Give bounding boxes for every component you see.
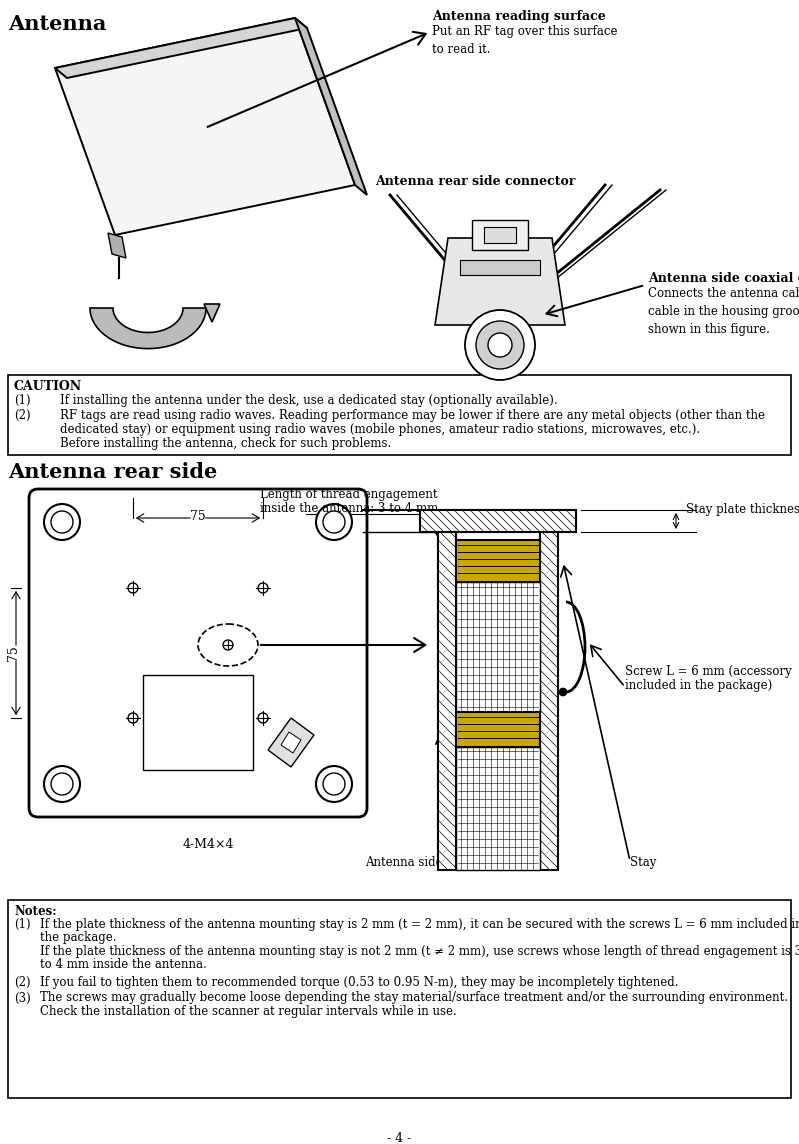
Text: Antenna reading surface: Antenna reading surface (432, 10, 606, 23)
Text: Before installing the antenna, check for such problems.: Before installing the antenna, check for… (60, 437, 392, 450)
FancyBboxPatch shape (29, 488, 367, 817)
Text: included in the package): included in the package) (625, 680, 773, 692)
Circle shape (51, 773, 73, 795)
Text: - 4 -: - 4 - (387, 1133, 411, 1144)
Polygon shape (108, 233, 126, 259)
Circle shape (51, 511, 73, 533)
Text: Length of thread engagement: Length of thread engagement (260, 488, 438, 501)
Polygon shape (55, 18, 355, 235)
Text: If installing the antenna under the desk, use a dedicated stay (optionally avail: If installing the antenna under the desk… (60, 394, 558, 407)
Circle shape (323, 511, 345, 533)
Polygon shape (281, 732, 301, 753)
Text: the package.: the package. (40, 931, 117, 945)
Polygon shape (435, 238, 565, 325)
Circle shape (223, 639, 233, 650)
Circle shape (316, 505, 352, 540)
Circle shape (323, 773, 345, 795)
Circle shape (476, 321, 524, 370)
Text: (3): (3) (14, 992, 30, 1004)
Bar (143, 675, 253, 770)
Text: (1): (1) (14, 394, 30, 407)
Text: Connects the antenna cable. Put the
cable in the housing groove as
shown in this: Connects the antenna cable. Put the cabl… (648, 287, 799, 336)
Bar (456, 582, 540, 712)
Bar (438, 532, 456, 869)
Circle shape (488, 333, 512, 357)
Text: Antenna rear side: Antenna rear side (8, 462, 217, 482)
Circle shape (258, 713, 268, 723)
Polygon shape (204, 304, 220, 321)
Text: If the plate thickness of the antenna mounting stay is not 2 mm (t ≠ 2 mm), use : If the plate thickness of the antenna mo… (40, 945, 799, 958)
Bar (420, 510, 576, 532)
Text: Put an RF tag over this surface
to read it.: Put an RF tag over this surface to read … (432, 25, 618, 56)
Polygon shape (472, 220, 528, 251)
Bar (456, 747, 540, 869)
Circle shape (258, 583, 268, 593)
Text: Screw L = 6 mm (accessory: Screw L = 6 mm (accessory (625, 665, 792, 678)
Circle shape (44, 766, 80, 802)
Bar (8, 900, 791, 1098)
Text: If you fail to tighten them to recommended torque (0.53 to 0.95 N-m), they may b: If you fail to tighten them to recommend… (40, 976, 678, 990)
Text: (2): (2) (14, 976, 30, 990)
Text: (1): (1) (14, 917, 30, 931)
Text: 75: 75 (6, 645, 19, 661)
Text: inside the antenna: 3 to 4 mm: inside the antenna: 3 to 4 mm (260, 502, 438, 515)
Polygon shape (268, 718, 314, 766)
Text: Stay: Stay (630, 856, 656, 869)
Circle shape (465, 310, 535, 380)
Text: Antenna: Antenna (8, 14, 106, 34)
Ellipse shape (198, 623, 258, 666)
Bar (456, 540, 540, 582)
Text: The screws may gradually become loose depending the stay material/surface treatm: The screws may gradually become loose de… (40, 992, 788, 1004)
Circle shape (316, 766, 352, 802)
Text: Antenna side coaxial connector: Antenna side coaxial connector (648, 272, 799, 285)
Bar (540, 532, 558, 869)
Circle shape (128, 713, 138, 723)
Circle shape (128, 583, 138, 593)
Bar (8, 375, 791, 455)
Circle shape (559, 688, 567, 696)
Circle shape (44, 505, 80, 540)
Text: Check the installation of the scanner at regular intervals while in use.: Check the installation of the scanner at… (40, 1004, 457, 1018)
Bar (460, 260, 540, 275)
Bar (456, 712, 540, 747)
Text: Notes:: Notes: (14, 905, 57, 917)
Text: Antenna rear side connector: Antenna rear side connector (375, 175, 575, 188)
Text: If the plate thickness of the antenna mounting stay is 2 mm (t = 2 mm), it can b: If the plate thickness of the antenna mo… (40, 917, 799, 931)
Polygon shape (55, 18, 307, 78)
Text: dedicated stay) or equipment using radio waves (mobile phones, amateur radio sta: dedicated stay) or equipment using radio… (60, 423, 700, 436)
Text: Antenna side insert nut: Antenna side insert nut (365, 856, 504, 869)
Text: Stay plate thickness t = 2 mm: Stay plate thickness t = 2 mm (686, 502, 799, 516)
Text: 75: 75 (190, 510, 206, 523)
Bar (484, 227, 516, 243)
Polygon shape (295, 18, 367, 194)
Text: 4-M4×4: 4-M4×4 (182, 839, 234, 851)
Polygon shape (90, 308, 206, 349)
Text: CAUTION: CAUTION (14, 380, 82, 394)
Text: RF tags are read using radio waves. Reading performance may be lower if there ar: RF tags are read using radio waves. Read… (60, 410, 765, 422)
Text: (2): (2) (14, 410, 30, 422)
Text: to 4 mm inside the antenna.: to 4 mm inside the antenna. (40, 959, 207, 971)
